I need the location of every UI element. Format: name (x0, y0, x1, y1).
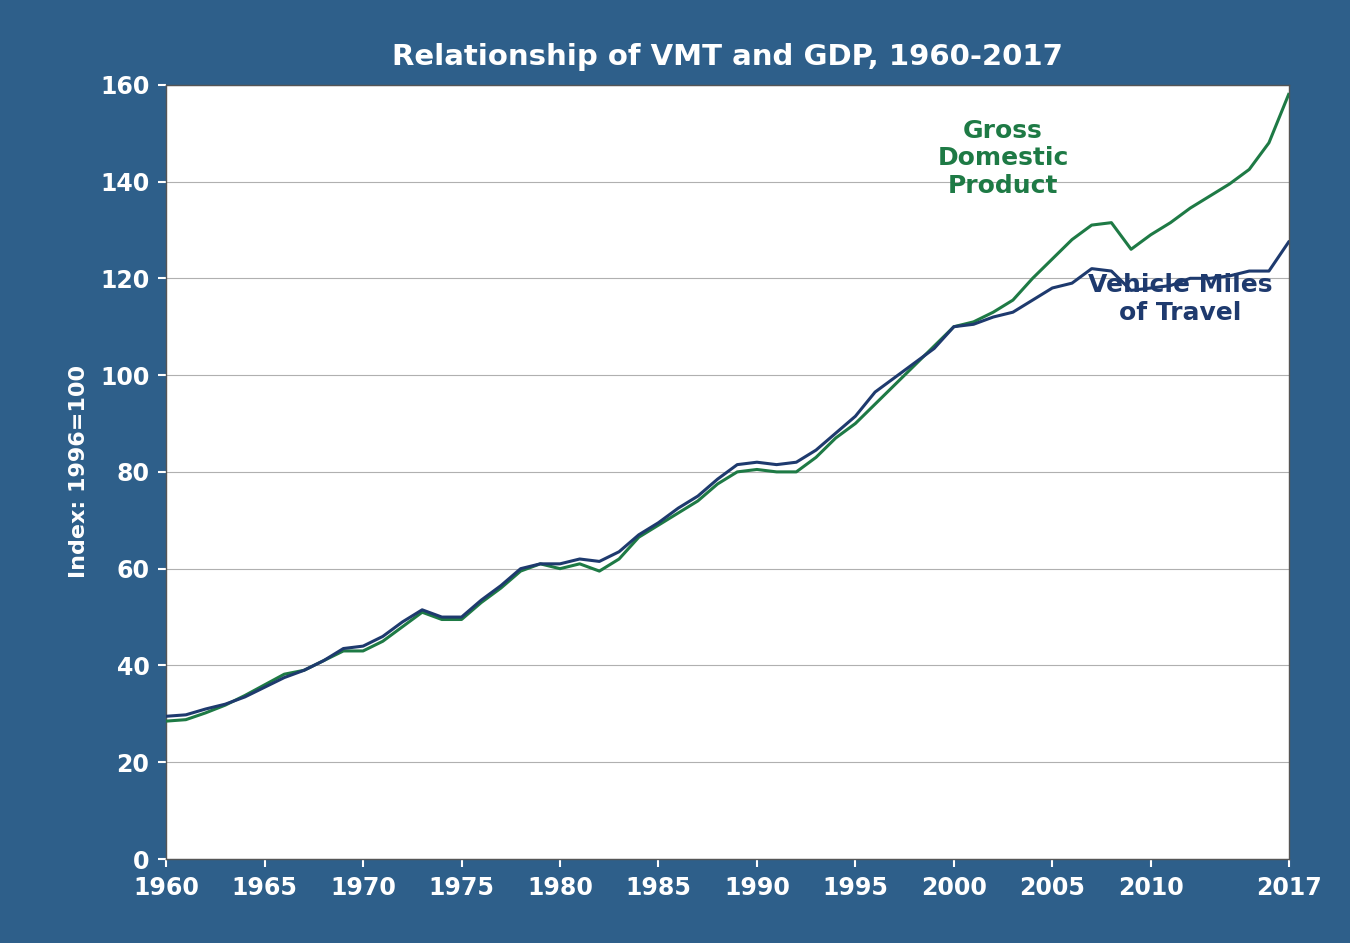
Title: Relationship of VMT and GDP, 1960-2017: Relationship of VMT and GDP, 1960-2017 (392, 43, 1062, 72)
Y-axis label: Index: 1996=100: Index: 1996=100 (69, 365, 89, 578)
Text: Gross
Domestic
Product: Gross Domestic Product (937, 119, 1069, 198)
Text: Vehicle Miles
of Travel: Vehicle Miles of Travel (1088, 273, 1273, 325)
